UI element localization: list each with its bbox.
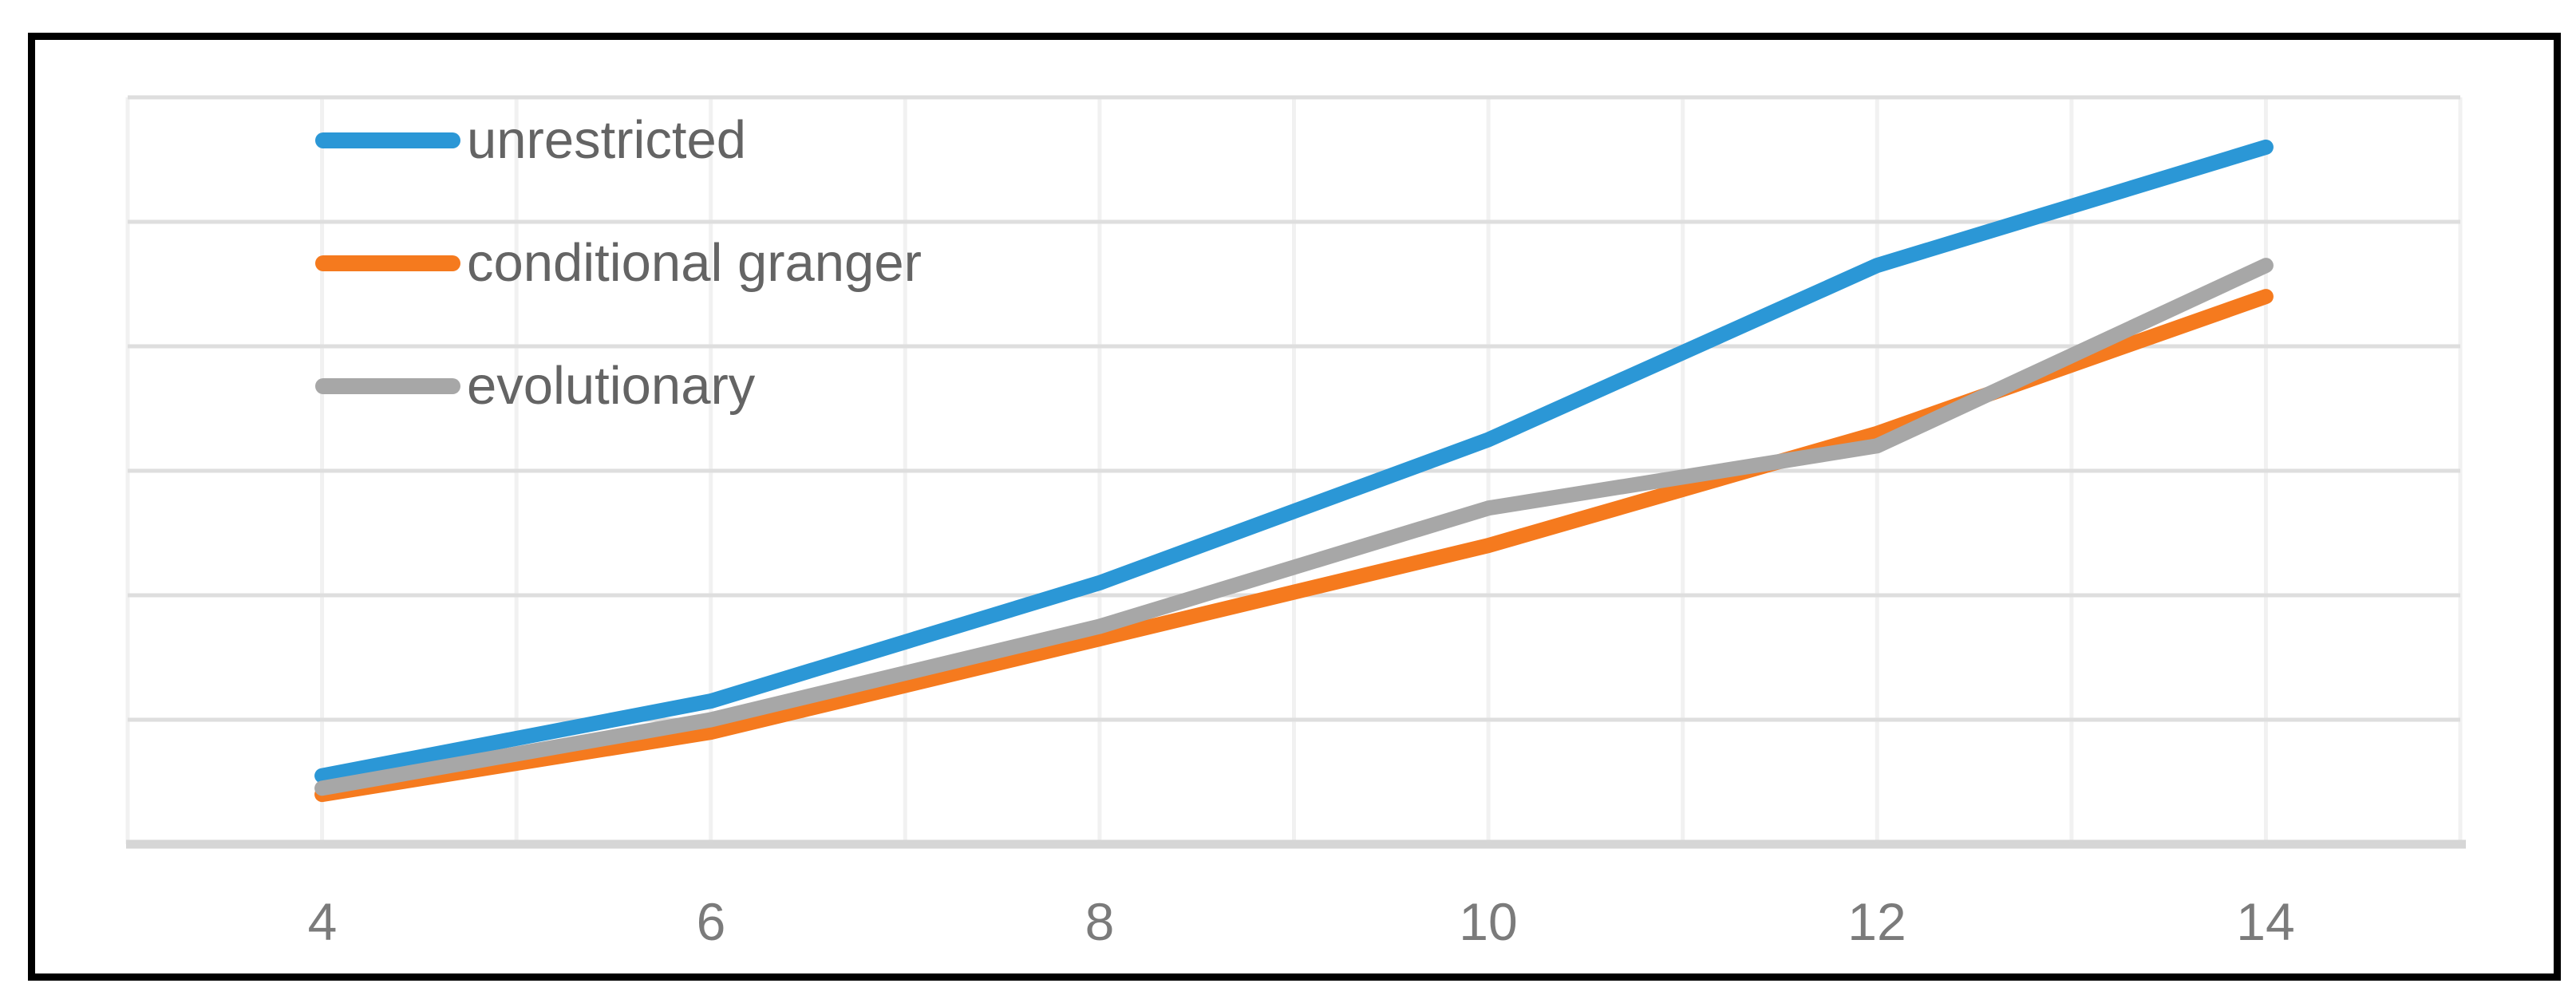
x-tick-label: 6 bbox=[696, 892, 726, 951]
legend-item-conditional-granger: conditional granger bbox=[315, 236, 922, 290]
legend-label: unrestricted bbox=[467, 110, 747, 170]
x-tick-label: 14 bbox=[2236, 892, 2295, 951]
chart-border bbox=[28, 33, 2561, 981]
x-tick-label: 10 bbox=[1459, 892, 1518, 951]
x-tick-label: 12 bbox=[1847, 892, 1906, 951]
legend-item-evolutionary: evolutionary bbox=[315, 359, 755, 413]
legend-line-swatch bbox=[315, 378, 460, 394]
x-tick-label: 4 bbox=[307, 892, 338, 951]
legend-item-unrestricted: unrestricted bbox=[315, 113, 746, 168]
legend-line-swatch bbox=[315, 255, 460, 271]
legend-line-swatch bbox=[315, 132, 460, 148]
x-tick-label: 8 bbox=[1085, 892, 1115, 951]
legend-label: conditional granger bbox=[467, 233, 922, 293]
gridlines bbox=[125, 95, 2466, 849]
series-lines bbox=[314, 139, 2274, 803]
series-line-unrestricted bbox=[314, 139, 2274, 784]
legend-label: evolutionary bbox=[467, 356, 756, 416]
series-line-evolutionary bbox=[314, 258, 2274, 796]
